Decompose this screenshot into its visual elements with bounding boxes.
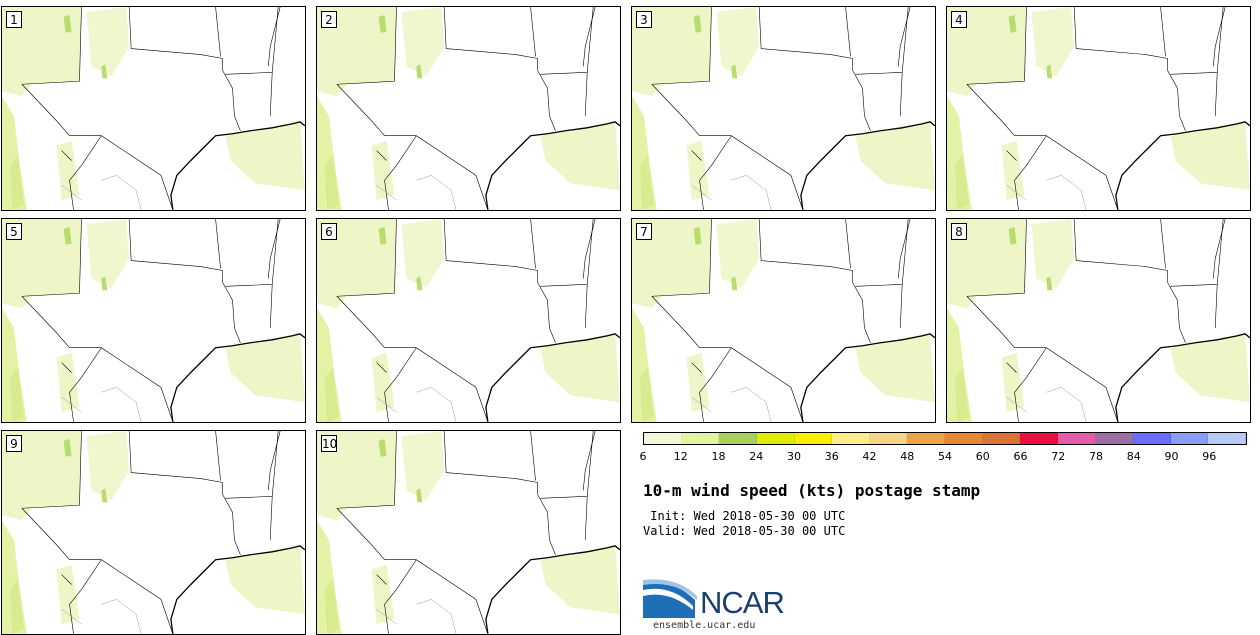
colorbar-tick-label: 78 xyxy=(1089,450,1103,463)
colorbar-tick-label: 6 xyxy=(639,450,647,463)
ncar-logo-icon xyxy=(643,579,697,618)
ensemble-member-panel: 7 xyxy=(631,218,936,423)
ensemble-member-panel: 8 xyxy=(946,218,1251,423)
ensemble-member-panel: 4 xyxy=(946,6,1251,211)
wind-speed-map xyxy=(317,7,620,210)
colorbar-segment xyxy=(907,433,945,444)
colorbar-segment xyxy=(794,433,833,444)
member-number-label: 5 xyxy=(6,223,22,240)
colorbar-segment xyxy=(1057,433,1096,444)
wind-speed-map xyxy=(947,219,1250,422)
ensemble-member-panel: 1 xyxy=(1,6,306,211)
member-number-label: 9 xyxy=(6,435,22,452)
member-number-label: 1 xyxy=(6,11,22,28)
init-time: Init: Wed 2018-05-30 00 UTC xyxy=(643,509,846,523)
colorbar-tick-label: 72 xyxy=(1051,450,1066,463)
member-number-label: 10 xyxy=(321,435,338,452)
colorbar-tick-label: 12 xyxy=(673,450,688,463)
ensemble-member-panel: 6 xyxy=(316,218,621,423)
ensemble-member-panel: 9 xyxy=(1,430,306,635)
colorbar-segment xyxy=(1095,433,1134,444)
colorbar-segment xyxy=(644,433,682,444)
colorbar-tick-label: 24 xyxy=(749,450,764,463)
colorbar-tick-label: 90 xyxy=(1164,450,1179,463)
member-number-label: 2 xyxy=(321,11,337,28)
colorbar-segment xyxy=(1020,433,1058,444)
colorbar-segment xyxy=(1208,433,1246,444)
ensemble-member-panel: 5 xyxy=(1,218,306,423)
colorbar-tick-label: 60 xyxy=(975,450,990,463)
ensemble-member-panel: 10 xyxy=(316,430,621,635)
colorbar-tick-label: 54 xyxy=(938,450,952,463)
colorbar-segment xyxy=(681,433,720,444)
colorbar-segment xyxy=(869,433,908,444)
ensemble-member-panel: 3 xyxy=(631,6,936,211)
colorbar-segment xyxy=(719,433,757,444)
valid-time: Valid: Wed 2018-05-30 00 UTC xyxy=(643,524,846,538)
colorbar-segment xyxy=(982,433,1021,444)
member-number-label: 6 xyxy=(321,223,337,240)
member-number-label: 4 xyxy=(951,11,967,28)
member-number-label: 7 xyxy=(636,223,652,240)
colorbar-tick-label: 18 xyxy=(711,450,726,463)
colorbar-segment xyxy=(756,433,795,444)
wind-speed-map xyxy=(632,7,935,210)
wind-speed-map xyxy=(2,219,305,422)
colorbar-tick-label: 36 xyxy=(824,450,839,463)
ncar-logo-text: NCAR xyxy=(700,585,785,620)
colorbar-tick-label: 42 xyxy=(862,450,877,463)
wind-speed-colorbar xyxy=(643,432,1247,445)
colorbar-segment xyxy=(832,433,870,444)
colorbar-tick-label: 48 xyxy=(900,450,915,463)
ensemble-member-panel: 2 xyxy=(316,6,621,211)
colorbar-segment xyxy=(1133,433,1171,444)
wind-speed-map xyxy=(317,219,620,422)
wind-speed-map xyxy=(317,431,620,634)
colorbar-segment xyxy=(1170,433,1209,444)
colorbar-tick-labels: 6 12 18 24 30 36 42 48 54 60 66 72 78 84 90 96 xyxy=(639,450,1247,464)
colorbar-tick-label: 96 xyxy=(1202,450,1217,463)
wind-speed-map xyxy=(2,431,305,634)
colorbar-tick-label: 84 xyxy=(1126,450,1141,463)
ensemble-url: ensemble.ucar.edu xyxy=(653,620,756,631)
wind-speed-map xyxy=(2,7,305,210)
wind-speed-map xyxy=(632,219,935,422)
member-number-label: 8 xyxy=(951,223,967,240)
colorbar-tick-label: 66 xyxy=(1013,450,1028,463)
colorbar-segment xyxy=(945,433,983,444)
colorbar-tick-label: 30 xyxy=(787,450,801,463)
member-number-label: 3 xyxy=(636,11,652,28)
plot-title: 10-m wind speed (kts) postage stamp xyxy=(643,481,981,500)
wind-speed-map xyxy=(947,7,1250,210)
